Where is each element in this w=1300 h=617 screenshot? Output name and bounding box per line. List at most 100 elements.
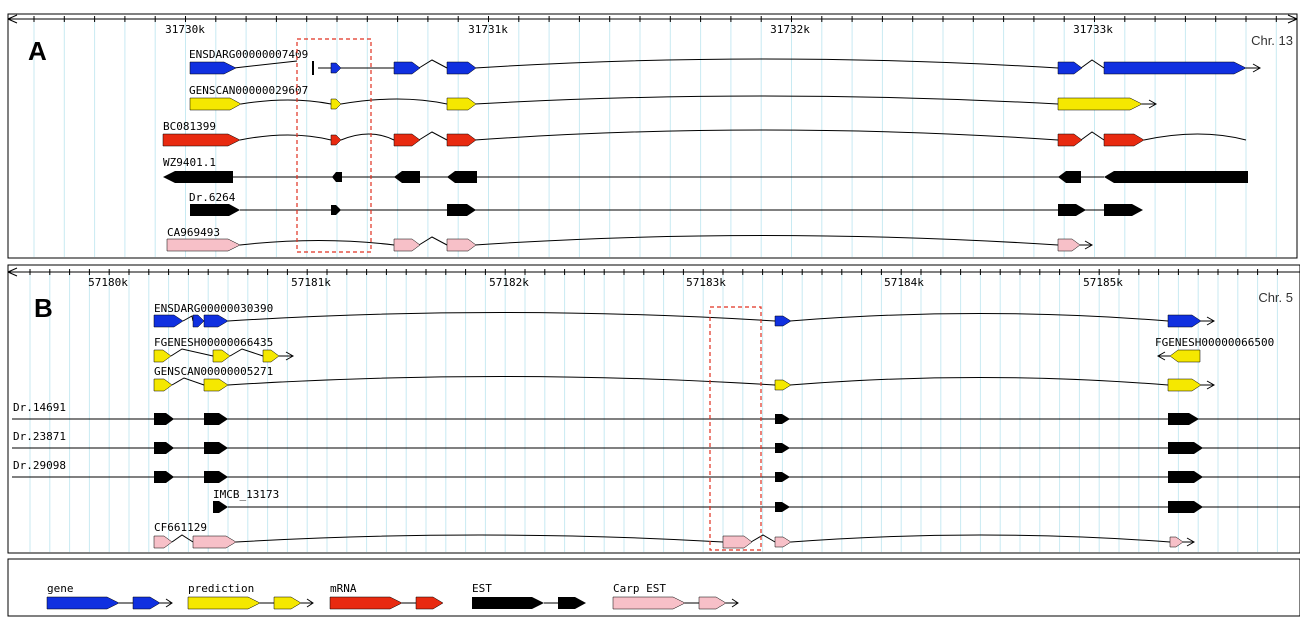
exon-block [163,171,233,183]
exon-block [775,414,790,424]
panel-a-tick-label: 31730k [165,23,205,36]
track-label: BC081399 [163,120,216,133]
exon-block [447,171,477,183]
exon-block [446,133,477,147]
panel-b-tick-label: 57180k [88,276,128,289]
panel-a-frame [7,13,1298,259]
track-label: IMCB_13173 [213,488,279,501]
track-carp-est-ca969493 [166,235,1094,252]
panel-b-tick-label: 57181k [291,276,331,289]
exon-block [446,238,477,252]
exon-block [330,134,342,146]
legend-item-prediction: prediction [187,582,314,610]
exon-block [1168,442,1203,454]
panel-a-tick-label: 31732k [770,23,810,36]
exon-block [204,442,228,454]
track-est-dr29098 [12,471,1300,483]
exon-block [1169,349,1201,363]
track-label: GENSCAN00000005271 [154,365,273,378]
panel-b-chromosome: Chr. 5 [1258,290,1293,305]
exon-block [774,315,792,327]
exon-block [775,472,790,482]
exon-block [446,97,477,111]
track-label: WZ9401.1 [163,156,216,169]
track-est-dr23871 [12,442,1300,454]
track-label: Dr.29098 [13,459,66,472]
track-prediction-fgenesh00000066500 [1156,349,1201,363]
exon-block [1057,61,1083,75]
exon-block [154,413,174,425]
exon-block [1169,536,1184,548]
exon-block [154,471,174,483]
exon-block [1058,171,1081,183]
panel-a: 31730k 31731k 31732k 31733k A Chr. 13 EN… [7,13,1298,259]
track-label: CF661129 [154,521,207,534]
track-label: ENSDARG00000030390 [154,302,273,315]
exon-block [1167,314,1202,328]
legend-item-est: EST [472,582,586,609]
panel-a-chromosome: Chr. 13 [1251,33,1293,48]
panel-b-frame [7,264,1300,554]
panel-b: 57180k 57181k 57182k 57183k 57184k 57185… [7,264,1300,554]
exon-block [204,471,228,483]
track-prediction-genscan00000005271 [153,376,1216,392]
track-label: GENSCAN00000029607 [189,84,308,97]
exon-block [203,378,229,392]
legend-item-carp-est: Carp EST [612,582,739,610]
exon-block [775,443,790,453]
exon-block [1168,471,1203,483]
panel-b-tick-label: 57184k [884,276,924,289]
legend-label: EST [472,582,492,595]
panel-a-letter: A [28,36,47,66]
panel-b-highlight-box [709,306,762,551]
track-est-dr6264 [190,204,1143,216]
panel-b-tick-label: 57183k [686,276,726,289]
exon-block [166,238,241,252]
panel-a-ruler [7,14,1298,24]
exon-block [153,349,172,363]
exon-block [1168,501,1203,513]
track-est-dr14691 [12,413,1300,425]
exon-block [1057,97,1143,111]
exon-block [204,413,228,425]
exon-block [189,61,237,75]
track-label: FGENESH00000066500 [1155,336,1274,349]
exon-block [393,133,421,147]
panel-a-tick-label: 31733k [1073,23,1113,36]
exon-block [1057,133,1083,147]
exon-block [774,536,792,548]
exon-block [775,502,790,512]
track-label: CA969493 [167,226,220,239]
track-label: Dr.23871 [13,430,66,443]
panel-b-grid [29,273,1278,552]
exon-block [722,535,753,549]
panel-b-tick-label: 57182k [489,276,529,289]
track-est-wz9401 [163,171,1248,183]
legend-item-mrna: mRNA [329,582,444,610]
panel-a-highlight-box [296,38,372,253]
exon-block [774,379,792,391]
track-est-imcb13173 [213,501,1300,513]
track-gene-ensdarg00000007409 [189,58,1262,75]
exon-block [212,349,231,363]
track-label: ENSDARG00000007409 [189,48,308,61]
legend-frame [7,558,1300,617]
exon-block [1103,133,1145,147]
track-prediction-genscan00000029607 [189,95,1158,111]
track-prediction-fgenesh00000066435 [153,348,295,363]
exon-block [1057,238,1081,252]
exon-block [446,61,477,75]
exon-block [330,98,342,110]
exon-block [393,61,421,75]
track-gene-ensdarg00000030390 [153,312,1216,328]
track-label: FGENESH00000066435 [154,336,273,349]
exon-block [1104,204,1143,216]
exon-block [154,442,174,454]
exon-block [213,501,228,513]
exon-block [332,172,342,182]
exon-block [1058,204,1086,216]
legend-label: gene [47,582,74,595]
panel-a-tick-label: 31731k [468,23,508,36]
track-label: Dr.14691 [13,401,66,414]
panel-b-letter: B [34,293,53,323]
